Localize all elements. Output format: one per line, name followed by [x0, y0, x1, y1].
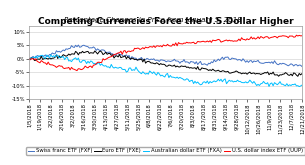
U.S. dollar index ETF (UUP) — [295, 34, 298, 36]
Swiss franc ETF (FXF) — [27, 58, 31, 60]
Line: Euro ETF (FXE): Euro ETF (FXE) — [29, 51, 302, 76]
Euro ETF (FXE) — [27, 58, 31, 60]
Euro ETF (FXE) — [288, 74, 292, 76]
Euro ETF (FXE) — [78, 51, 81, 53]
Australian dollar ETF (FXA) — [288, 84, 292, 86]
Euro ETF (FXE) — [101, 54, 105, 56]
Text: Percentage Changes in Price from January 5, 2018: Percentage Changes in Price from January… — [64, 17, 241, 23]
Australian dollar ETF (FXA) — [278, 81, 282, 83]
Swiss franc ETF (FXF) — [300, 66, 304, 67]
Euro ETF (FXE) — [278, 74, 282, 76]
Euro ETF (FXE) — [93, 50, 97, 52]
U.S. dollar index ETF (UUP) — [44, 62, 47, 64]
U.S. dollar index ETF (UUP) — [38, 62, 42, 64]
U.S. dollar index ETF (UUP) — [101, 58, 105, 60]
Swiss franc ETF (FXF) — [79, 46, 83, 48]
Euro ETF (FXE) — [296, 75, 300, 77]
Australian dollar ETF (FXA) — [44, 57, 47, 59]
U.S. dollar index ETF (UUP) — [300, 35, 304, 37]
U.S. dollar index ETF (UUP) — [278, 35, 282, 37]
Line: Swiss franc ETF (FXF): Swiss franc ETF (FXF) — [29, 45, 302, 66]
Title: Competing Currencies Force the U.S.Dollar Higher: Competing Currencies Force the U.S.Dolla… — [38, 17, 293, 26]
Legend: Swiss franc ETF (FXF), Euro ETF (FXE), Australian dollar ETF (FXA), U.S. dollar : Swiss franc ETF (FXF), Euro ETF (FXE), A… — [26, 147, 305, 155]
Australian dollar ETF (FXA) — [79, 61, 83, 63]
Euro ETF (FXE) — [300, 73, 304, 75]
U.S. dollar index ETF (UUP) — [75, 70, 79, 72]
U.S. dollar index ETF (UUP) — [79, 69, 83, 71]
Swiss franc ETF (FXF) — [44, 54, 47, 56]
Line: U.S. dollar index ETF (UUP): U.S. dollar index ETF (UUP) — [29, 35, 302, 71]
Australian dollar ETF (FXA) — [297, 86, 301, 88]
Line: Australian dollar ETF (FXA): Australian dollar ETF (FXA) — [29, 55, 302, 87]
Swiss franc ETF (FXF) — [101, 49, 105, 51]
Euro ETF (FXE) — [38, 58, 42, 60]
Australian dollar ETF (FXA) — [101, 65, 105, 66]
Australian dollar ETF (FXA) — [38, 55, 42, 57]
Australian dollar ETF (FXA) — [27, 58, 31, 60]
Swiss franc ETF (FXF) — [77, 44, 80, 46]
U.S. dollar index ETF (UUP) — [288, 35, 292, 37]
Swiss franc ETF (FXF) — [288, 64, 292, 66]
Australian dollar ETF (FXA) — [55, 54, 58, 56]
Australian dollar ETF (FXA) — [300, 84, 304, 86]
Swiss franc ETF (FXF) — [38, 56, 42, 58]
U.S. dollar index ETF (UUP) — [27, 58, 31, 60]
Swiss franc ETF (FXF) — [278, 62, 282, 64]
Euro ETF (FXE) — [44, 58, 47, 60]
